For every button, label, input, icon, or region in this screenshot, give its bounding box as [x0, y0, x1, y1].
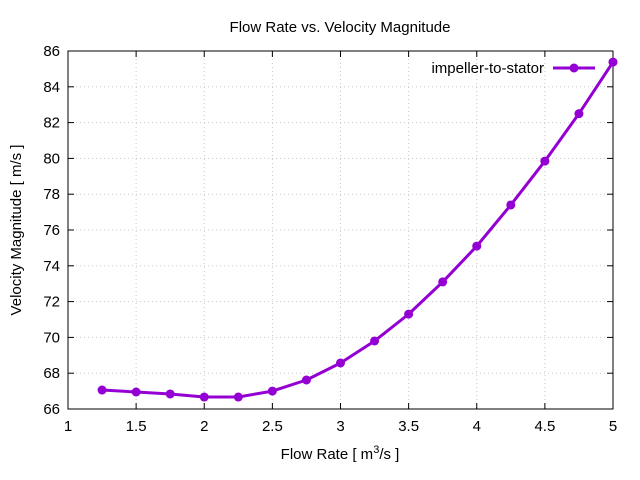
y-tick-label: 68: [43, 365, 60, 382]
legend: impeller-to-stator: [431, 60, 595, 77]
y-tick-label: 86: [43, 43, 60, 60]
data-point: [336, 358, 345, 368]
data-point: [233, 392, 243, 402]
x-tick-label: 2: [200, 418, 208, 435]
x-tick-label: 3.5: [398, 418, 419, 435]
x-tick-label: 3: [336, 418, 344, 435]
x-tick-label: 4: [473, 418, 481, 435]
y-tick-label: 74: [43, 258, 60, 275]
x-tick-label: 1: [64, 418, 72, 435]
y-tick-label: 78: [43, 186, 60, 203]
y-tick-label: 66: [43, 401, 60, 418]
ticks: 1 1.5 2 2.5 3 3.5 4 4.5 5 66 68 70 72 74 76 78 80 82 84 86: [43, 43, 617, 435]
x-axis-label: Flow Rate [ m3/s ]: [281, 444, 400, 463]
y-tick-label: 82: [43, 115, 60, 132]
data-point: [574, 109, 584, 119]
data-point: [267, 386, 277, 396]
series-line: [101, 61, 615, 399]
y-tick-label: 72: [43, 294, 60, 311]
x-tick-label: 5: [609, 418, 617, 435]
legend-marker: [569, 63, 579, 73]
data-point: [404, 309, 414, 319]
data-point: [199, 392, 209, 402]
grid: [68, 51, 613, 409]
y-tick-label: 76: [43, 222, 60, 239]
data-point: [472, 241, 482, 251]
data-point: [438, 277, 448, 287]
data-point: [506, 200, 516, 210]
chart-title: Flow Rate vs. Velocity Magnitude: [230, 19, 451, 36]
y-tick-label: 84: [43, 79, 60, 96]
series: [97, 57, 618, 402]
data-point: [370, 336, 380, 346]
data-point: [131, 387, 141, 397]
data-point: [165, 389, 175, 399]
data-point: [301, 375, 311, 385]
legend-label: impeller-to-stator: [431, 60, 544, 77]
x-tick-label: 4.5: [534, 418, 555, 435]
y-tick-label: 70: [43, 329, 60, 346]
y-tick-label: 80: [43, 150, 60, 167]
data-point: [608, 57, 618, 67]
data-point: [97, 385, 107, 395]
y-axis-label: Velocity Magnitude [ m/s ]: [8, 145, 25, 316]
x-tick-label: 1.5: [126, 418, 147, 435]
x-tick-label: 2.5: [262, 418, 283, 435]
plot-frame: [67, 50, 614, 410]
data-point: [540, 156, 550, 166]
